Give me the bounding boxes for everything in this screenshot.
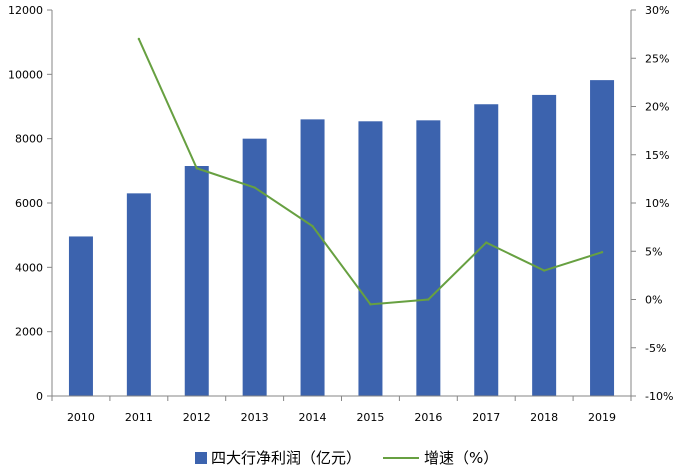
bar-2014 [300,119,325,396]
left-tick-label: 2000 [15,326,43,339]
left-tick-label: 0 [36,390,43,403]
bar-2012 [184,166,209,396]
x-tick-label: 2011 [125,411,153,424]
legend-bar-swatch [195,452,207,464]
growth-point-2012 [195,167,198,170]
x-axis-ticks: 2010 2011 2012 2013 2014 2015 2016 2017 2018 2019 [51,396,632,424]
right-tick-label: -5% [645,342,666,355]
growth-point-2015 [369,303,372,306]
left-tick-label: 6000 [15,197,43,210]
x-tick-label: 2019 [588,411,616,424]
right-tick-label: 0% [645,294,662,307]
x-tick-label: 2015 [356,411,384,424]
line-series [137,37,604,306]
bar-2010 [68,236,93,396]
right-axis-ticks: -10% -5% 0% 5% 10% 15% 20% 25% 30% [631,4,673,403]
left-tick-label: 12000 [8,4,43,17]
x-tick-label: 2017 [472,411,500,424]
right-tick-label: -10% [645,390,673,403]
growth-point-2017 [485,241,488,244]
growth-point-2011 [137,37,141,41]
growth-point-2018 [542,269,546,272]
right-tick-label: 10% [645,197,669,210]
growth-point-2019 [600,251,604,254]
left-tick-label: 10000 [8,68,43,81]
x-tick-label: 2016 [414,411,442,424]
right-tick-label: 5% [645,245,662,258]
legend-bar-label: 四大行净利润（亿元） [211,449,361,467]
bar-2019 [590,80,615,396]
bar-series [68,80,615,397]
x-tick-label: 2018 [530,411,558,424]
right-tick-label: 30% [645,4,669,17]
left-axis-ticks: 0 2000 4000 6000 8000 10000 12000 [8,4,52,403]
x-tick-label: 2012 [183,411,211,424]
right-tick-label: 20% [645,101,669,114]
bar-2018 [532,94,557,397]
left-tick-label: 8000 [15,133,43,146]
legend-line-label: 增速（%） [424,449,498,467]
right-tick-label: 25% [645,52,669,65]
bar-2016 [416,120,441,396]
bar-2011 [126,193,151,396]
growth-point-2013 [253,186,256,189]
left-tick-label: 4000 [15,261,43,274]
bar-2013 [242,138,267,396]
x-tick-label: 2013 [241,411,269,424]
x-tick-label: 2010 [67,411,95,424]
x-tick-label: 2014 [299,411,327,424]
right-tick-label: 15% [645,149,669,162]
legend: 四大行净利润（亿元） 增速（%） [195,449,498,467]
bar-2015 [358,121,383,397]
growth-point-2016 [427,298,430,301]
growth-point-2014 [311,224,314,228]
